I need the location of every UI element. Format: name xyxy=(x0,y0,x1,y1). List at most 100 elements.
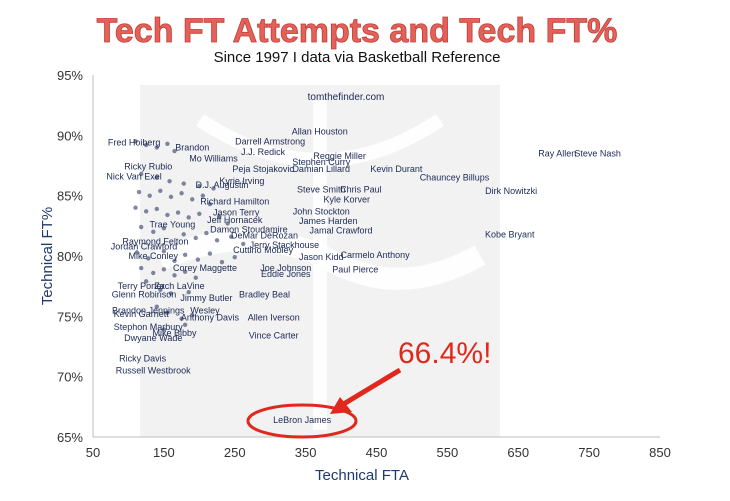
data-point-label: Carmelo Anthony xyxy=(341,250,411,260)
data-point-label: Jordan Crawford xyxy=(111,241,178,251)
data-point-label: Steve Nash xyxy=(574,148,621,158)
callout-label: 66.4%! xyxy=(398,337,491,370)
cluster-point xyxy=(181,181,186,186)
cluster-point xyxy=(190,197,195,202)
x-tick-label: 850 xyxy=(649,445,671,460)
data-point-label: Jerry Stackhouse xyxy=(250,240,320,250)
cluster-point xyxy=(179,191,184,196)
cluster-point xyxy=(200,193,206,198)
data-point-label: Dirk Nowitzki xyxy=(485,186,537,196)
data-point-label: Jamal Crawford xyxy=(310,226,373,236)
data-point-label: James Harden xyxy=(299,216,358,226)
cluster-point xyxy=(225,221,230,226)
cluster-point xyxy=(154,206,159,212)
cluster-point xyxy=(165,212,170,218)
cluster-point xyxy=(147,193,152,198)
x-tick-label: 250 xyxy=(224,445,246,460)
data-point-label: J.J. Redick xyxy=(241,147,286,157)
cluster-point xyxy=(143,279,149,284)
cluster-point xyxy=(172,148,177,154)
cluster-point xyxy=(158,188,163,194)
callout-ellipse xyxy=(246,403,358,439)
x-tick-label: 650 xyxy=(507,445,529,460)
y-axis-label: Technical FT% xyxy=(39,207,56,305)
data-point-label: Kyle Korver xyxy=(323,194,370,204)
cluster-point xyxy=(154,304,159,309)
x-tick-label: 450 xyxy=(366,445,388,460)
data-point-label: Chris Paul xyxy=(340,185,382,195)
data-point-label: Kevin Durant xyxy=(370,164,423,174)
y-tick-label: 90% xyxy=(57,128,83,143)
cluster-point xyxy=(172,258,177,264)
data-point-label: Brandon xyxy=(175,142,209,152)
data-point-label: Reggie Miller xyxy=(313,151,366,161)
x-tick-label: 350 xyxy=(295,445,317,460)
data-point-label: Eddie Jones xyxy=(261,269,311,279)
cluster-point xyxy=(182,252,188,257)
data-point-label: Terry Porter xyxy=(118,281,165,291)
data-point-label: D.J. Augustin xyxy=(195,180,248,190)
y-tick-label: 70% xyxy=(57,370,83,385)
callout-arrow xyxy=(340,367,402,408)
watermark-logo xyxy=(140,85,500,437)
cluster-point xyxy=(211,186,216,191)
data-point-label: Ray Allen xyxy=(538,148,576,158)
cluster-point xyxy=(241,241,246,247)
x-tick-label: 550 xyxy=(437,445,459,460)
data-point-label: Chauncey Billups xyxy=(420,173,490,183)
cluster-point xyxy=(161,248,167,254)
cluster-point xyxy=(168,194,174,200)
cluster-point xyxy=(138,224,144,230)
y-tick-label: 85% xyxy=(57,189,83,204)
data-point-label: Bradley Beal xyxy=(239,290,290,300)
cluster-point xyxy=(182,322,188,327)
cluster-point xyxy=(193,235,198,241)
y-tick-label: 75% xyxy=(57,309,83,324)
y-tick-label: 65% xyxy=(57,430,83,445)
cluster-point xyxy=(232,255,237,260)
data-point-label: Mike Bibby xyxy=(152,328,197,338)
cluster-point xyxy=(161,226,167,231)
data-point-label: Kevin Garnett xyxy=(114,309,170,319)
data-point-label: Nick Van Exel xyxy=(106,171,161,181)
data-point-label: Zach LaVine xyxy=(154,281,204,291)
data-point-label: Fred Hoiberg xyxy=(108,138,161,148)
cluster-point xyxy=(207,251,213,256)
cluster-point xyxy=(143,209,149,214)
data-point-label: Wesley xyxy=(190,305,220,315)
x-tick-label: 50 xyxy=(86,445,100,460)
data-point-label: Kobe Bryant xyxy=(485,229,535,239)
data-point-label: Darrell Armstrong xyxy=(235,136,305,146)
cluster-point xyxy=(154,145,159,150)
watermark-text: tomthefinder.com xyxy=(308,92,385,103)
data-point-label: Joe Johnson xyxy=(260,263,311,273)
cluster-point xyxy=(193,275,198,280)
data-point-label: Paul Pierce xyxy=(332,264,378,274)
data-point-label: Vince Carter xyxy=(249,331,299,341)
cluster-point xyxy=(207,201,213,207)
y-tick-label: 80% xyxy=(57,249,83,264)
data-point-label: Allan Houston xyxy=(292,127,348,137)
cluster-point xyxy=(161,327,167,332)
cluster-point xyxy=(182,269,188,274)
cluster-point xyxy=(195,257,201,262)
data-point-label: Richard Hamilton xyxy=(200,197,269,207)
data-point-label: John Stockton xyxy=(293,206,350,216)
cluster-point xyxy=(175,210,181,215)
cluster-point xyxy=(186,215,191,220)
data-point-label: Mike Conley xyxy=(128,251,178,261)
data-point-label: Jimmy Butler xyxy=(180,293,232,303)
data-point-label: Russell Westbrook xyxy=(116,366,191,376)
cluster-point xyxy=(151,270,156,276)
data-point-label: Corey Maggette xyxy=(173,263,237,273)
data-point-label: Brandon Jennings xyxy=(112,305,185,315)
data-point-label: Jeff Hornacek xyxy=(207,215,263,225)
data-point-label: Steve Smith xyxy=(297,185,346,195)
data-point-label: Mo Williams xyxy=(189,153,238,163)
cluster-point xyxy=(134,250,140,255)
data-point-label: Dwyane Wade xyxy=(124,333,182,343)
cluster-point xyxy=(214,238,220,243)
data-point-label: Damian Lillard xyxy=(292,164,350,174)
data-point-label: LeBron James xyxy=(273,415,332,425)
data-point-label: Kyrie Irving xyxy=(219,176,264,186)
